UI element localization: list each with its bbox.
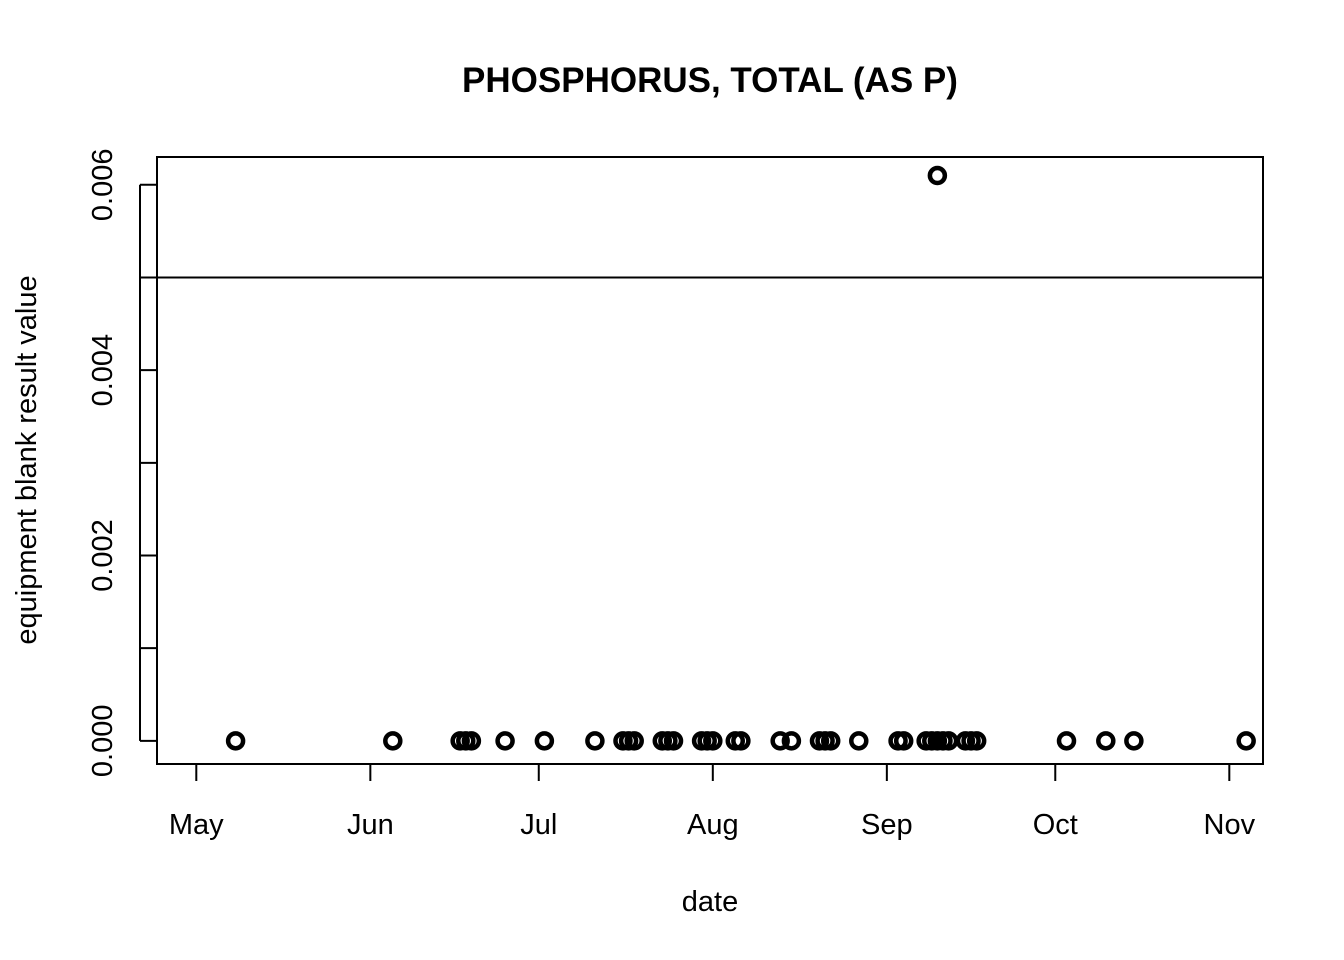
data-point: [820, 731, 841, 751]
y-tick-label: 0.004: [87, 334, 119, 407]
data-point: [585, 731, 605, 751]
y-axis-label: equipment blank result value: [11, 275, 43, 644]
data-point: [1056, 731, 1077, 751]
x-tick-label: Oct: [1033, 809, 1078, 841]
data-point: [927, 165, 948, 186]
plot-frame: [156, 156, 1264, 765]
y-tick-label: 0.006: [87, 149, 119, 222]
data-point: [225, 731, 246, 751]
data-point: [1096, 731, 1116, 751]
x-tick-label: Aug: [687, 809, 739, 841]
data-point: [781, 731, 802, 751]
y-axis: 0.000 0.002 0.004 0.006: [87, 149, 157, 778]
data-point: [624, 731, 644, 751]
data-point: [461, 731, 482, 751]
data-point: [893, 731, 914, 751]
x-tick-label: Sep: [861, 809, 913, 841]
data-point: [663, 731, 684, 751]
x-tick-label: May: [169, 809, 224, 841]
data-points: [225, 165, 1256, 751]
data-point: [495, 731, 515, 751]
x-axis-label: date: [682, 886, 738, 918]
x-axis: May Jun Jul Aug Sep Oct Nov: [169, 763, 1256, 841]
data-point: [849, 731, 869, 751]
data-point: [383, 731, 403, 751]
x-tick-label: Jun: [347, 809, 394, 841]
chart-title: PHOSPHORUS, TOTAL (AS P): [462, 61, 958, 100]
data-point: [731, 731, 751, 751]
data-point: [770, 731, 790, 751]
data-point: [1124, 731, 1144, 751]
x-tick-label: Nov: [1204, 809, 1256, 841]
data-point: [534, 731, 555, 751]
y-tick-label: 0.002: [87, 519, 119, 592]
y-tick-label: 0.000: [87, 705, 119, 778]
data-point: [703, 731, 723, 751]
data-point: [966, 731, 987, 751]
data-point: [1236, 731, 1256, 751]
x-tick-label: Jul: [520, 809, 557, 841]
